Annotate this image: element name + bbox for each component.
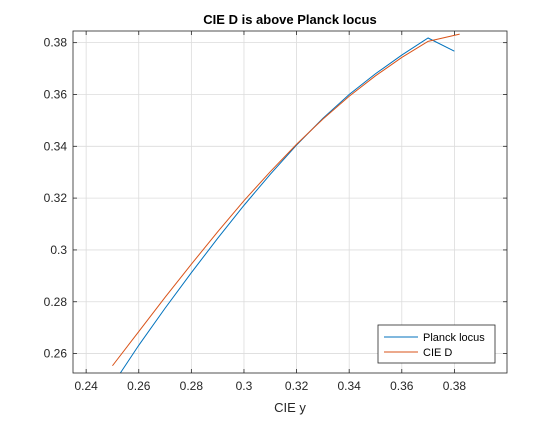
x-tick-label: 0.34 <box>338 379 362 393</box>
grid <box>73 31 507 373</box>
x-tick-label: 0.32 <box>285 379 309 393</box>
axes-box <box>72 30 508 374</box>
x-tick-label: 0.26 <box>127 379 151 393</box>
x-axis-label: CIE y <box>274 400 306 415</box>
legend-label-2: CIE D <box>423 347 452 359</box>
axes <box>72 30 508 374</box>
x-tick-label: 0.36 <box>390 379 414 393</box>
y-tick-label: 0.34 <box>44 139 68 153</box>
legend: Planck locus CIE D <box>377 324 496 364</box>
series-layer <box>112 33 460 374</box>
y-tick-label: 0.28 <box>44 295 68 309</box>
legend-box <box>377 324 496 364</box>
x-tick-label: 0.38 <box>443 379 467 393</box>
chart-title: CIE D is above Planck locus <box>203 12 376 27</box>
y-tick-label: 0.38 <box>44 36 68 50</box>
plot-area <box>73 31 507 373</box>
y-tick-label: 0.32 <box>44 191 68 205</box>
x-tick-label: 0.24 <box>74 379 98 393</box>
legend-label-1: Planck locus <box>423 332 485 344</box>
y-tick-label: 0.36 <box>44 87 68 101</box>
x-tick-label: 0.3 <box>236 379 253 393</box>
y-tick-label: 0.3 <box>50 243 67 257</box>
x-tick-label: 0.28 <box>180 379 204 393</box>
tick-labels: 0.24 0.26 0.28 0.3 0.32 0.34 0.36 0.38 0.26 0.28 0… <box>44 36 467 393</box>
series-line-2 <box>112 33 460 367</box>
series-line-1 <box>119 37 455 374</box>
y-tick-label: 0.26 <box>44 347 68 361</box>
